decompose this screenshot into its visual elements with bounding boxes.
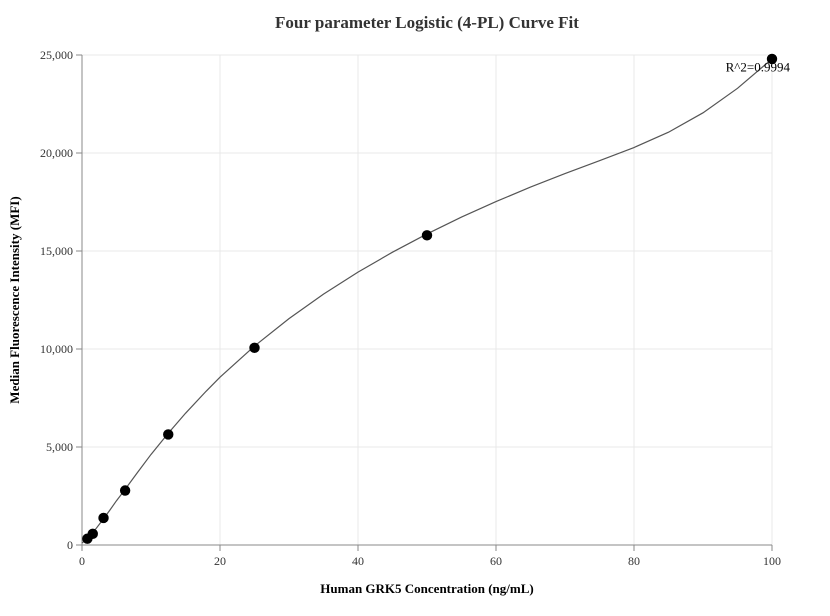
x-tick-label: 20 <box>214 554 226 568</box>
r2-annotation: R^2=0.9994 <box>726 59 791 74</box>
x-tick-label: 100 <box>763 554 781 568</box>
x-tick-label: 0 <box>79 554 85 568</box>
y-tick-label: 25,000 <box>40 48 73 62</box>
data-point <box>163 429 173 439</box>
chart-container: 0 5,000 10,000 15,000 20,000 25,000 0 20 40 60 80 1… <box>0 0 830 616</box>
y-tick-label: 5,000 <box>46 440 73 454</box>
chart-background <box>0 0 830 616</box>
data-point <box>249 343 259 353</box>
chart-title: Four parameter Logistic (4-PL) Curve Fit <box>275 13 579 32</box>
data-point <box>88 529 98 539</box>
y-tick-label: 20,000 <box>40 146 73 160</box>
chart-svg: 0 5,000 10,000 15,000 20,000 25,000 0 20 40 60 80 1… <box>0 0 830 616</box>
x-tick-label: 40 <box>352 554 364 568</box>
x-tick-label: 60 <box>490 554 502 568</box>
y-tick-label: 0 <box>67 538 73 552</box>
y-tick-label: 10,000 <box>40 342 73 356</box>
y-axis-label: Median Fluorescence Intensity (MFI) <box>7 196 22 403</box>
data-point <box>98 513 108 523</box>
x-axis-label: Human GRK5 Concentration (ng/mL) <box>320 581 533 596</box>
data-point <box>422 230 432 240</box>
data-point <box>120 485 130 495</box>
x-tick-label: 80 <box>628 554 640 568</box>
y-tick-label: 15,000 <box>40 244 73 258</box>
